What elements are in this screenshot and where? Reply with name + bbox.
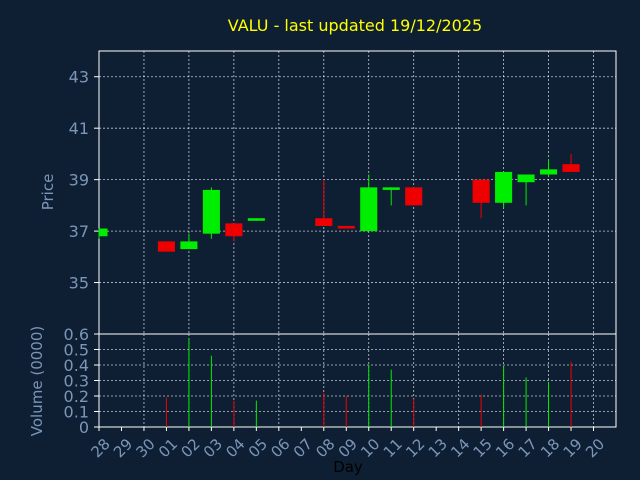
volume-tick-label: 0.5 bbox=[64, 341, 89, 360]
price-panel: 35 37 39 41 43 Price bbox=[39, 50, 617, 335]
price-tick-label: 39 bbox=[69, 171, 89, 190]
candlesticks bbox=[98, 153, 580, 252]
volume-axis-label: Volume (0000) bbox=[28, 326, 46, 436]
candle-body bbox=[315, 218, 333, 226]
volume-tick-label: 0.1 bbox=[64, 403, 89, 422]
volume-tick-label: 0.6 bbox=[64, 325, 89, 344]
candle-body bbox=[360, 187, 378, 232]
volume-tick-label: 0.4 bbox=[64, 356, 89, 375]
candle-body bbox=[405, 187, 423, 206]
candle-body bbox=[247, 218, 265, 221]
candle-body bbox=[382, 187, 400, 190]
price-axis-label: Price bbox=[39, 174, 57, 211]
candle-body bbox=[472, 179, 490, 203]
candle-body bbox=[99, 228, 108, 237]
price-tick-label: 35 bbox=[69, 274, 89, 293]
candle-body bbox=[180, 241, 198, 250]
candle-body bbox=[540, 169, 558, 175]
volume-tick-label: 0 bbox=[79, 418, 89, 437]
price-tick-label: 41 bbox=[69, 119, 89, 138]
candle-body bbox=[202, 189, 220, 234]
candle-body bbox=[562, 164, 580, 172]
price-tick-label: 37 bbox=[69, 222, 89, 241]
candle-body bbox=[157, 241, 175, 252]
candle-body bbox=[495, 171, 513, 203]
candle-body bbox=[225, 223, 243, 237]
volume-panel: 00.10.20.30.40.50.6 Volume (0000) bbox=[28, 325, 617, 437]
volume-gridlines bbox=[99, 333, 616, 428]
candle-body bbox=[517, 174, 535, 183]
x-axis-label: Day bbox=[333, 458, 363, 476]
x-tick-labels: 2829300102030405060708091011121314151617… bbox=[88, 427, 608, 461]
chart-title: VALU - last updated 19/12/2025 bbox=[228, 16, 482, 35]
volume-y-ticks: 00.10.20.30.40.50.6 bbox=[64, 325, 99, 437]
volume-bars bbox=[165, 338, 572, 427]
x-tick-label: 20 bbox=[582, 435, 608, 461]
candle-body bbox=[337, 225, 355, 229]
price-gridlines bbox=[99, 51, 616, 334]
price-plot-frame bbox=[98, 50, 617, 335]
price-y-ticks: 35 37 39 41 43 bbox=[69, 68, 99, 293]
volume-tick-label: 0.2 bbox=[64, 387, 89, 406]
price-tick-label: 43 bbox=[69, 68, 89, 87]
volume-tick-label: 0.3 bbox=[64, 372, 89, 391]
